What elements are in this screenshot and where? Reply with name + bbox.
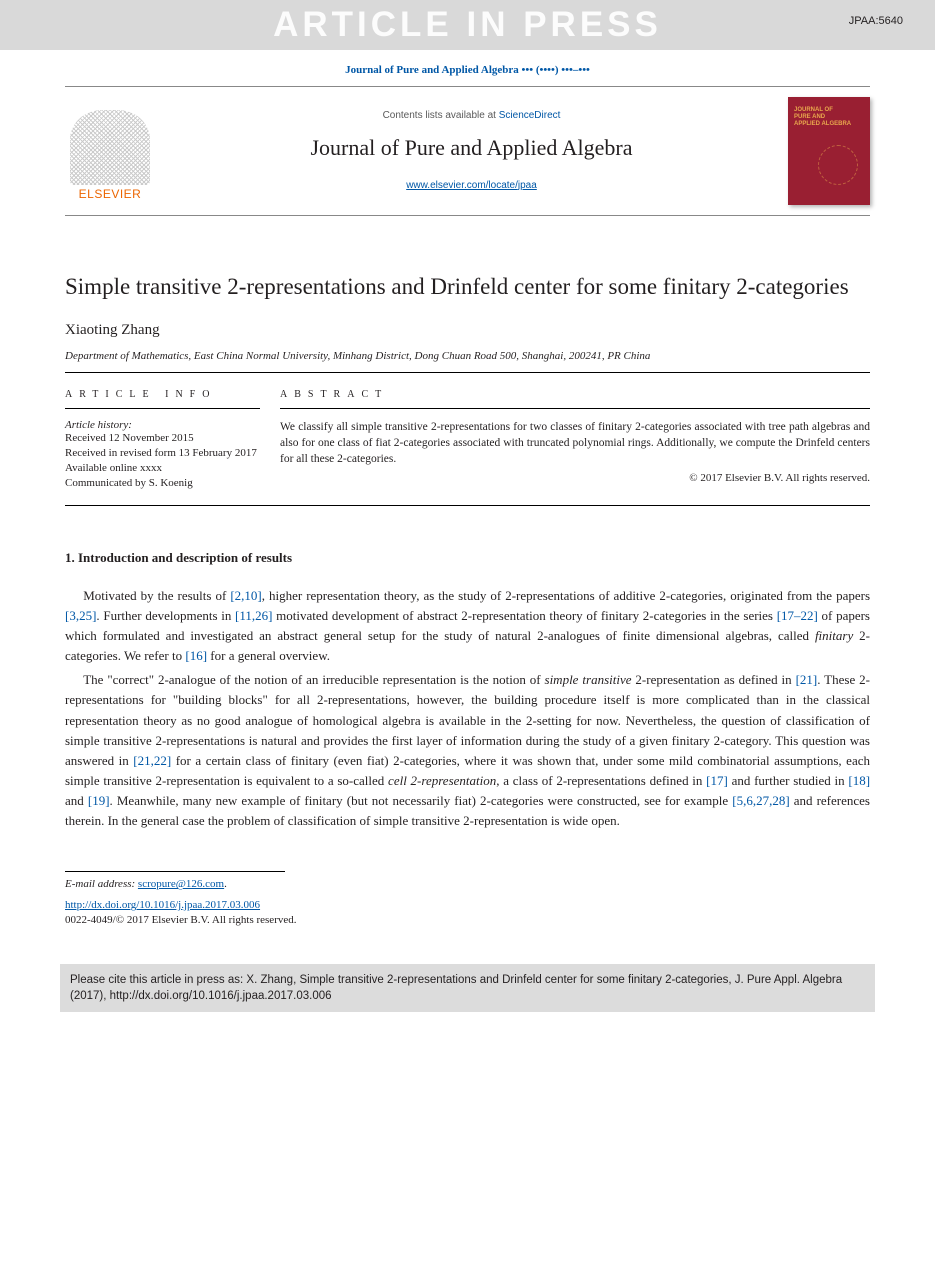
p1-text-0: Motivated by the results of xyxy=(83,588,230,603)
ref-link-18[interactable]: [18] xyxy=(848,773,870,788)
article-info-heading: article info xyxy=(65,389,260,409)
email-label: E-mail address: xyxy=(65,878,138,890)
abstract-text: We classify all simple transitive 2-repr… xyxy=(280,419,870,467)
p2-text-8: , a class of 2-representations defined i… xyxy=(496,773,706,788)
article-history-label: Article history: xyxy=(65,419,260,431)
cover-decoration-icon xyxy=(818,145,858,185)
article-title: Simple transitive 2-representations and … xyxy=(65,272,870,302)
email-period: . xyxy=(224,878,227,890)
contents-prefix: Contents lists available at xyxy=(383,110,499,121)
journal-title: Journal of Pure and Applied Algebra xyxy=(165,135,778,161)
please-cite-box: Please cite this article in press as: X.… xyxy=(60,964,875,1012)
ref-link-17[interactable]: [17] xyxy=(706,773,728,788)
p1-text-6: motivated development of abstract 2-repr… xyxy=(272,608,776,623)
abstract-copyright: © 2017 Elsevier B.V. All rights reserved… xyxy=(280,472,870,484)
p2-text-2: 2-representation as defined in xyxy=(632,672,796,687)
info-abstract-row: article info Article history: Received 1… xyxy=(65,373,870,505)
doi-block: http://dx.doi.org/10.1016/j.jpaa.2017.03… xyxy=(65,898,870,928)
elsevier-wordmark: ELSEVIER xyxy=(79,187,142,201)
author-email-link[interactable]: scropure@126.com xyxy=(138,878,224,890)
banner-text: ARTICLE IN PRESS xyxy=(273,5,662,45)
contents-available-line: Contents lists available at ScienceDirec… xyxy=(165,110,778,121)
p2-italic-cell-2rep: cell 2-representation xyxy=(388,773,496,788)
sciencedirect-link[interactable]: ScienceDirect xyxy=(499,110,561,121)
p2-text-0: The "correct" 2-analogue of the notion o… xyxy=(83,672,544,687)
ref-link-16[interactable]: [16] xyxy=(185,648,207,663)
ref-link-17-22[interactable]: [17–22] xyxy=(777,608,818,623)
history-received: Received 12 November 2015 xyxy=(65,431,260,446)
ref-link-5-6-27-28[interactable]: [5,6,27,28] xyxy=(732,793,789,808)
ref-link-21-22[interactable]: [21,22] xyxy=(133,753,171,768)
journal-homepage-link[interactable]: www.elsevier.com/locate/jpaa xyxy=(406,180,537,191)
elsevier-tree-icon xyxy=(70,110,150,185)
journal-cover-thumbnail[interactable]: JOURNAL OF PURE AND APPLIED ALGEBRA xyxy=(788,97,870,205)
author-name: Xiaoting Zhang xyxy=(65,322,870,339)
p2-text-12: and xyxy=(65,793,88,808)
elsevier-logo[interactable]: ELSEVIER xyxy=(65,101,155,201)
ref-link-3-25[interactable]: [3,25] xyxy=(65,608,96,623)
section-1-heading: 1. Introduction and description of resul… xyxy=(65,550,870,566)
p1-text-2: , higher representation theory, as the s… xyxy=(262,588,870,603)
history-communicated: Communicated by S. Koenig xyxy=(65,476,260,491)
p1-italic-finitary: finitary xyxy=(815,628,853,643)
abstract-column: abstract We classify all simple transiti… xyxy=(280,389,870,490)
cover-thumb-title: JOURNAL OF PURE AND APPLIED ALGEBRA xyxy=(794,107,851,129)
history-online: Available online xxxx xyxy=(65,461,260,476)
article-in-press-banner: ARTICLE IN PRESS JPAA:5640 xyxy=(0,0,935,50)
history-revised: Received in revised form 13 February 201… xyxy=(65,446,260,461)
doi-link[interactable]: http://dx.doi.org/10.1016/j.jpaa.2017.03… xyxy=(65,899,260,911)
ref-link-21a[interactable]: [21] xyxy=(796,672,818,687)
ref-link-11-26[interactable]: [11,26] xyxy=(235,608,272,623)
issn-copyright: 0022-4049/© 2017 Elsevier B.V. All right… xyxy=(65,914,297,926)
running-citation: Journal of Pure and Applied Algebra ••• … xyxy=(0,50,935,86)
intro-paragraph-2: The "correct" 2-analogue of the notion o… xyxy=(65,670,870,831)
p1-text-4: . Further developments in xyxy=(96,608,235,623)
p1-text-12: for a general overview. xyxy=(207,648,330,663)
ref-link-2-10[interactable]: [2,10] xyxy=(230,588,261,603)
p2-italic-simple-transitive: simple transitive xyxy=(545,672,632,687)
header-center: Contents lists available at ScienceDirec… xyxy=(155,110,788,193)
author-affiliation: Department of Mathematics, East China No… xyxy=(65,349,870,373)
ref-link-19[interactable]: [19] xyxy=(88,793,110,808)
article-info-column: article info Article history: Received 1… xyxy=(65,389,280,490)
p2-text-10: and further studied in xyxy=(728,773,849,788)
journal-header: ELSEVIER Contents lists available at Sci… xyxy=(65,86,870,216)
email-footnote: E-mail address: scropure@126.com. xyxy=(65,871,285,890)
intro-paragraph-1: Motivated by the results of [2,10], high… xyxy=(65,586,870,667)
p2-text-14: . Meanwhile, many new example of finitar… xyxy=(110,793,733,808)
abstract-heading: abstract xyxy=(280,389,870,409)
article-ref-code: JPAA:5640 xyxy=(849,15,903,27)
